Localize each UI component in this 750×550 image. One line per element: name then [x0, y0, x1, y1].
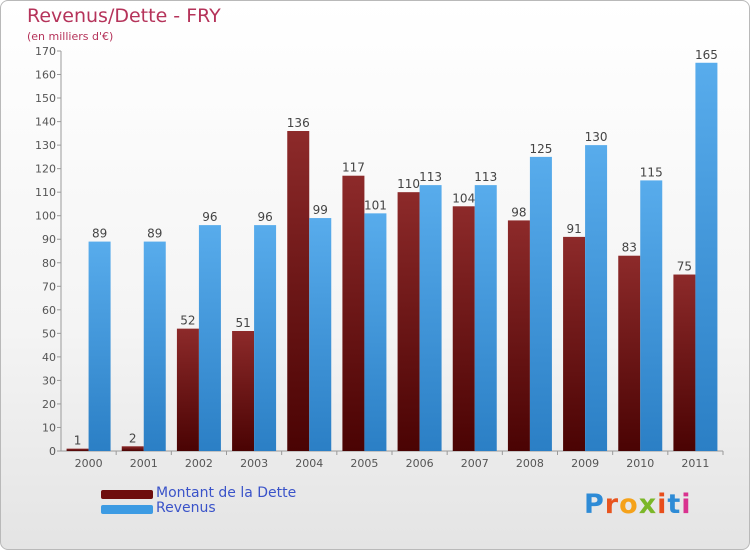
data-label-dette: 136: [287, 116, 310, 130]
legend-swatch-dette: [101, 490, 153, 499]
x-tick-label: 2005: [350, 457, 378, 470]
data-label-revenus: 130: [585, 130, 608, 144]
chart-subtitle: (en milliers d'€): [27, 30, 114, 43]
data-label-dette: 51: [235, 316, 250, 330]
bar-dette: [342, 175, 365, 452]
data-label-revenus: 113: [419, 170, 442, 184]
data-label-dette: 52: [180, 314, 195, 328]
y-tick-label: 130: [35, 139, 56, 152]
y-tick-label: 0: [49, 445, 56, 458]
y-tick-label: 140: [35, 116, 56, 129]
data-label-revenus: 96: [257, 210, 272, 224]
y-tick-label: 60: [42, 304, 56, 317]
bar-dette: [66, 448, 89, 451]
x-tick-label: 2010: [626, 457, 654, 470]
bar-revenus: [198, 225, 221, 451]
data-label-dette: 75: [677, 260, 692, 274]
legend-swatch-revenus: [101, 505, 153, 514]
x-tick-label: 2003: [240, 457, 268, 470]
y-tick-label: 10: [42, 421, 56, 434]
data-label-revenus: 113: [474, 170, 497, 184]
data-label-dette: 98: [511, 205, 526, 219]
x-tick-label: 2006: [406, 457, 434, 470]
data-label-dette: 104: [452, 191, 475, 205]
data-label-dette: 91: [566, 222, 581, 236]
data-label-revenus: 96: [202, 210, 217, 224]
bar-dette: [176, 328, 199, 451]
data-label-revenus: 165: [695, 48, 718, 62]
data-label-revenus: 89: [92, 227, 107, 241]
bar-revenus: [585, 145, 608, 451]
data-label-revenus: 89: [147, 227, 162, 241]
y-tick-label: 110: [35, 186, 56, 199]
bar-dette: [287, 131, 310, 451]
bar-revenus: [88, 241, 111, 451]
y-tick-label: 150: [35, 92, 56, 105]
bar-revenus: [309, 218, 332, 451]
data-label-revenus: 125: [529, 142, 552, 156]
y-tick-label: 50: [42, 327, 56, 340]
y-tick-label: 80: [42, 257, 56, 270]
bar-dette: [397, 192, 420, 452]
bar-revenus: [419, 185, 442, 451]
data-label-dette: 1: [74, 434, 82, 448]
bar-revenus: [474, 185, 497, 451]
legend-label-dette: Montant de la Dette: [156, 485, 297, 501]
bar-dette: [563, 236, 586, 451]
chart-title: Revenus/Dette - FRY: [27, 5, 221, 27]
bar-dette: [121, 446, 144, 451]
x-tick-label: 2000: [75, 457, 103, 470]
y-tick-label: 160: [35, 69, 56, 82]
proxiti-logo: Proxiti: [584, 489, 692, 520]
bar-revenus: [254, 225, 277, 451]
bar-dette: [618, 255, 641, 451]
bar-revenus: [529, 156, 552, 451]
y-tick-label: 20: [42, 398, 56, 411]
x-tick-label: 2001: [130, 457, 158, 470]
x-tick-label: 2008: [516, 457, 544, 470]
y-tick-label: 120: [35, 163, 56, 176]
y-tick-label: 100: [35, 210, 56, 223]
x-tick-label: 2011: [681, 457, 709, 470]
bar-revenus: [364, 213, 387, 451]
data-label-revenus: 101: [364, 198, 387, 212]
bar-revenus: [640, 180, 663, 452]
bar-dette: [232, 331, 255, 451]
y-tick-label: 70: [42, 280, 56, 293]
data-label-dette: 83: [622, 241, 637, 255]
bar-revenus: [143, 241, 166, 451]
y-tick-label: 40: [42, 351, 56, 364]
y-tick-label: 170: [35, 45, 56, 58]
data-label-dette: 110: [397, 177, 420, 191]
data-label-dette: 117: [342, 161, 365, 175]
y-tick-label: 30: [42, 374, 56, 387]
bar-dette: [507, 220, 530, 451]
x-tick-label: 2007: [461, 457, 489, 470]
x-tick-label: 2009: [571, 457, 599, 470]
bar-revenus: [695, 62, 718, 451]
x-tick-label: 2002: [185, 457, 213, 470]
data-label-dette: 2: [129, 431, 137, 445]
data-label-revenus: 115: [640, 165, 663, 179]
data-label-revenus: 99: [313, 203, 328, 217]
bar-dette: [673, 274, 696, 451]
y-tick-label: 90: [42, 233, 56, 246]
x-tick-label: 2004: [295, 457, 323, 470]
bar-dette: [452, 206, 475, 451]
legend-label-revenus: Revenus: [156, 500, 216, 516]
